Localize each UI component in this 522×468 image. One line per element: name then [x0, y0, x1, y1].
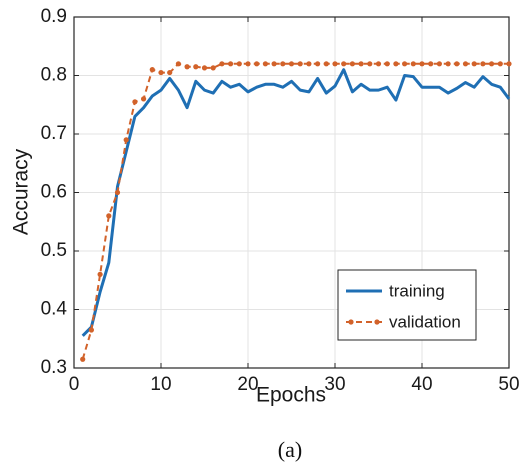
x-tick-label: 0 — [69, 374, 80, 395]
point-validation — [271, 61, 277, 67]
point-validation — [341, 61, 347, 67]
y-tick-label: 0.6 — [41, 182, 67, 203]
point-validation — [436, 61, 442, 67]
point-validation — [132, 99, 138, 105]
y-tick-label: 0.3 — [41, 357, 67, 378]
point-validation — [228, 61, 234, 67]
point-validation — [262, 61, 268, 67]
grid-lines — [73, 16, 510, 369]
point-validation — [280, 61, 286, 67]
point-validation — [349, 61, 355, 67]
y-axis-title: Accuracy — [10, 148, 33, 235]
y-tick-label: 0.8 — [41, 65, 67, 86]
legend-marker-validation — [348, 319, 354, 325]
point-validation — [410, 61, 416, 67]
point-validation — [106, 213, 112, 219]
point-validation — [358, 61, 364, 67]
point-validation — [375, 61, 382, 67]
y-tick-label: 0.7 — [41, 123, 67, 144]
x-axis-title: Epochs — [256, 384, 326, 407]
y-tick-label: 0.9 — [41, 6, 67, 27]
point-validation — [149, 67, 155, 73]
x-tick-label: 10 — [150, 374, 171, 395]
x-tick-label: 20 — [237, 374, 258, 395]
point-validation — [88, 327, 94, 333]
point-validation — [184, 64, 190, 70]
axis-ticks — [73, 16, 510, 369]
point-validation — [97, 271, 103, 277]
point-validation — [506, 61, 512, 67]
point-validation — [402, 61, 408, 67]
point-validation — [323, 61, 329, 67]
point-validation — [219, 61, 225, 67]
legend-box — [337, 269, 477, 341]
point-validation — [141, 96, 147, 102]
y-tick-label: 0.4 — [41, 299, 68, 320]
point-validation — [80, 356, 86, 362]
point-validation — [393, 61, 399, 67]
point-validation — [462, 61, 469, 67]
legend: training validation — [337, 269, 477, 341]
point-validation — [114, 189, 121, 196]
point-validation — [254, 61, 260, 67]
point-validation — [210, 65, 216, 71]
point-validation — [445, 61, 451, 67]
point-validation — [306, 61, 312, 67]
series-layer — [80, 61, 512, 362]
point-validation — [315, 61, 321, 67]
point-validation — [428, 61, 434, 67]
legend-label-validation: validation — [389, 312, 461, 331]
point-validation — [123, 137, 129, 143]
point-validation — [367, 61, 373, 67]
point-validation — [497, 61, 503, 67]
point-validation — [158, 69, 164, 76]
point-validation — [332, 61, 338, 67]
legend-label-training: training — [389, 281, 445, 300]
point-validation — [454, 61, 460, 67]
legend-marker-validation — [374, 319, 380, 325]
figure-caption: (a) — [278, 437, 302, 462]
point-validation — [297, 61, 303, 67]
point-validation — [193, 64, 199, 70]
x-tick-label: 30 — [324, 374, 345, 395]
point-validation — [201, 65, 208, 71]
tick-labels: 0 10 20 30 40 50 0.3 0.4 0.5 0.6 0.7 0.8 0.9 — [41, 6, 520, 395]
point-validation — [288, 61, 295, 67]
x-tick-label: 50 — [498, 374, 519, 395]
point-validation — [236, 61, 242, 67]
x-tick-label: 40 — [411, 374, 432, 395]
y-tick-label: 0.5 — [41, 240, 67, 261]
point-validation — [480, 61, 486, 67]
point-validation — [489, 61, 495, 67]
point-validation — [245, 61, 251, 67]
point-validation — [167, 69, 173, 76]
point-validation — [175, 61, 181, 67]
point-validation — [419, 61, 425, 67]
point-validation — [471, 61, 477, 67]
series-line-training — [81, 68, 511, 337]
point-validation — [384, 61, 390, 67]
